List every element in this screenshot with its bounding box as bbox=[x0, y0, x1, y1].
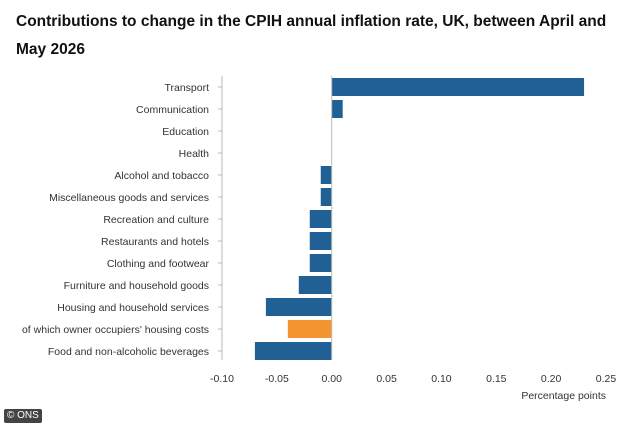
category-label: Furniture and household goods bbox=[64, 280, 209, 292]
category-label: Restaurants and hotels bbox=[101, 236, 209, 248]
x-tick-label: -0.05 bbox=[265, 373, 289, 385]
bar bbox=[265, 298, 332, 316]
x-axis-label: Percentage points bbox=[521, 390, 606, 402]
category-label: of which owner occupiers' housing costs bbox=[22, 324, 209, 336]
bar bbox=[320, 166, 332, 184]
x-tick-label: 0.10 bbox=[431, 373, 452, 385]
category-label: Recreation and culture bbox=[103, 214, 209, 226]
x-tick-label: 0.15 bbox=[486, 373, 507, 385]
category-label: Housing and household services bbox=[57, 302, 209, 314]
category-label: Food and non-alcoholic beverages bbox=[48, 346, 209, 358]
bar bbox=[287, 320, 332, 338]
bar bbox=[309, 254, 332, 272]
bar bbox=[320, 188, 332, 206]
x-tick-label: -0.10 bbox=[210, 373, 234, 385]
chart-title: Contributions to change in the CPIH annu… bbox=[16, 13, 607, 58]
category-label: Alcohol and tobacco bbox=[114, 170, 209, 182]
bar bbox=[331, 100, 343, 118]
category-label: Health bbox=[179, 148, 210, 160]
bar bbox=[298, 276, 332, 294]
category-label: Clothing and footwear bbox=[107, 258, 210, 270]
bar bbox=[254, 342, 332, 360]
bar bbox=[309, 210, 332, 228]
category-label: Miscellaneous goods and services bbox=[49, 192, 209, 204]
bar bbox=[331, 78, 585, 96]
category-label: Communication bbox=[136, 104, 209, 116]
x-tick-label: 0.20 bbox=[541, 373, 562, 385]
x-tick-label: 0.05 bbox=[376, 373, 397, 385]
category-label: Education bbox=[162, 126, 209, 138]
bar bbox=[309, 232, 332, 250]
ons-credit: © ONS bbox=[4, 409, 42, 423]
category-label: Transport bbox=[164, 82, 209, 94]
x-tick-label: 0.00 bbox=[321, 373, 342, 385]
x-tick-label: 0.25 bbox=[596, 373, 617, 385]
